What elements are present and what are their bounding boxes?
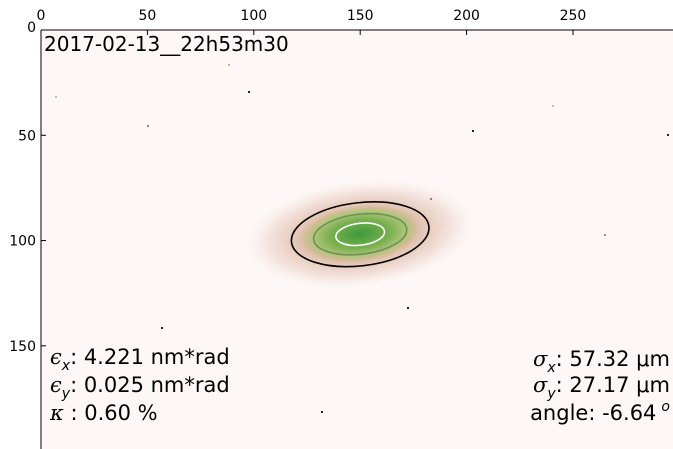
annotation: κ : 0.60 % — [49, 401, 158, 425]
chart-title: 2017-02-13__22h53m30 — [44, 32, 289, 56]
x-tick-label: 150 — [347, 8, 374, 24]
annotation: angle: -6.64 o — [530, 399, 670, 425]
x-tick-label: 100 — [240, 8, 267, 24]
symbol: ϵ — [50, 345, 62, 369]
x-tick-label: 250 — [560, 8, 587, 24]
symbol: σ — [533, 347, 548, 371]
annotation-text: : 27.17 μm — [556, 373, 670, 397]
annotation-text: : 57.32 μm — [556, 347, 670, 371]
symbol: ϵ — [50, 373, 62, 397]
annotation-text: : 4.221 nm*rad — [70, 345, 230, 369]
x-tick-label: 50 — [138, 8, 156, 24]
y-tick-label: 100 — [9, 234, 36, 250]
x-tick-label: 200 — [453, 8, 480, 24]
symbol: σ — [533, 373, 548, 397]
y-tick-label: 150 — [9, 339, 36, 355]
angle-value: -6.64 — [602, 401, 656, 425]
symbol: κ — [49, 401, 64, 425]
chart: 2017-02-13__22h53m30 0 50 100 150 200 250 0 50 1… — [0, 0, 673, 449]
y-tick-label: 0 — [27, 20, 36, 36]
y-tick-label: 50 — [18, 128, 36, 144]
angle-unit: o — [661, 399, 670, 415]
annotation-text: : 0.60 % — [64, 401, 158, 425]
annotation-text: : 0.025 nm*rad — [70, 373, 230, 397]
x-tick-label: 0 — [37, 8, 46, 24]
angle-label: angle: — [530, 401, 602, 425]
